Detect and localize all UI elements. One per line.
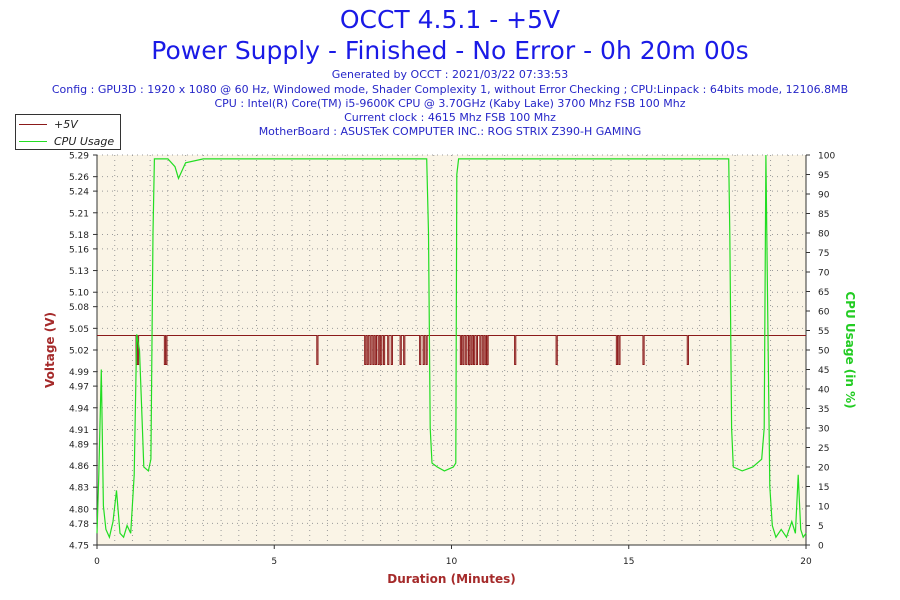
config-info: Config : GPU3D : 1920 x 1080 @ 60 Hz, Wi… (51, 83, 849, 96)
y-axis-title-left: Voltage (V) (43, 312, 57, 388)
y-tick-label-right: 70 (818, 269, 830, 279)
y-tick-label-left: 5.08 (69, 303, 89, 313)
legend-label-voltage: +5V (54, 117, 78, 131)
y-tick-label-right: 95 (818, 171, 829, 181)
series-line-voltage (97, 335, 806, 365)
y-tick-label-left: 5.10 (69, 289, 89, 299)
y-tick-label-right: 100 (818, 152, 835, 162)
y-tick-label-right: 90 (818, 191, 830, 201)
chart-title: OCCT 4.5.1 - +5V (339, 5, 561, 34)
y-tick-label-right: 20 (818, 464, 830, 474)
legend-label-cpu: CPU Usage (54, 134, 115, 148)
y-tick-label-right: 10 (818, 503, 830, 513)
legend-swatch-voltage (19, 123, 47, 125)
y-tick-label-right: 55 (818, 327, 829, 337)
y-tick-label-left: 4.75 (69, 542, 89, 552)
y-tick-label-left: 5.24 (69, 188, 89, 198)
y-tick-label-left: 4.83 (69, 484, 89, 494)
generated-info: Generated by OCCT : 2021/03/22 07:33:53 (331, 68, 569, 81)
y-tick-label-right: 35 (818, 405, 829, 415)
y-tick-label-right: 15 (818, 483, 829, 493)
y-tick-label-right: 60 (818, 308, 830, 318)
y-tick-label-right: 75 (818, 249, 829, 259)
y-tick-label-left: 4.94 (69, 404, 89, 414)
x-axis-title: Duration (Minutes) (387, 572, 515, 586)
x-tick-label: 0 (94, 557, 100, 567)
y-tick-label-left: 5.26 (69, 173, 89, 183)
y-tick-label-right: 65 (818, 288, 829, 298)
y-tick-label-left: 5.05 (69, 325, 89, 335)
clock-info: Current clock : 4615 Mhz FSB 100 Mhz (344, 111, 556, 124)
chart-subtitle: Power Supply - Finished - No Error - 0h … (151, 36, 749, 65)
y-tick-label-left: 4.80 (69, 505, 89, 515)
y-tick-label-left: 4.86 (69, 462, 89, 472)
legend-swatch-cpu (19, 140, 47, 142)
y-tick-label-left: 5.18 (69, 231, 89, 241)
y-tick-label-left: 5.21 (69, 209, 89, 219)
y-tick-label-right: 5 (818, 522, 824, 532)
y-tick-label-right: 0 (818, 542, 824, 552)
x-tick-label: 20 (800, 557, 812, 567)
motherboard-info: MotherBoard : ASUSTeK COMPUTER INC.: ROG… (258, 125, 642, 138)
x-tick-label: 15 (623, 557, 634, 567)
y-tick-label-left: 4.89 (69, 440, 89, 450)
y-tick-label-right: 45 (818, 366, 829, 376)
y-tick-label-left: 4.97 (69, 383, 89, 393)
y-tick-label-left: 4.91 (69, 426, 89, 436)
y-tick-label-right: 50 (818, 347, 830, 357)
y-tick-label-left: 5.29 (69, 152, 89, 162)
y-tick-label-right: 85 (818, 210, 829, 220)
legend-item-cpu: CPU Usage (19, 133, 114, 149)
series-line-cpu-usage (96, 154, 807, 540)
y-tick-label-left: 5.16 (69, 245, 89, 255)
x-tick-label: 5 (271, 557, 277, 567)
y-tick-label-left: 4.78 (69, 520, 89, 530)
y-tick-label-left: 4.99 (69, 368, 89, 378)
y-tick-label-right: 80 (818, 230, 830, 240)
y-tick-label-right: 30 (818, 425, 830, 435)
legend: +5V CPU Usage (15, 114, 121, 150)
legend-item-voltage: +5V (19, 116, 78, 132)
y-axis-title-right: CPU Usage (in %) (843, 291, 857, 408)
cpu-info: CPU : Intel(R) Core(TM) i5-9600K CPU @ 3… (214, 97, 686, 110)
y-tick-label-left: 5.02 (69, 347, 89, 357)
y-tick-label-right: 40 (818, 386, 830, 396)
y-tick-label-right: 25 (818, 444, 829, 454)
x-tick-label: 10 (446, 557, 458, 567)
y-tick-label-left: 5.13 (69, 267, 89, 277)
